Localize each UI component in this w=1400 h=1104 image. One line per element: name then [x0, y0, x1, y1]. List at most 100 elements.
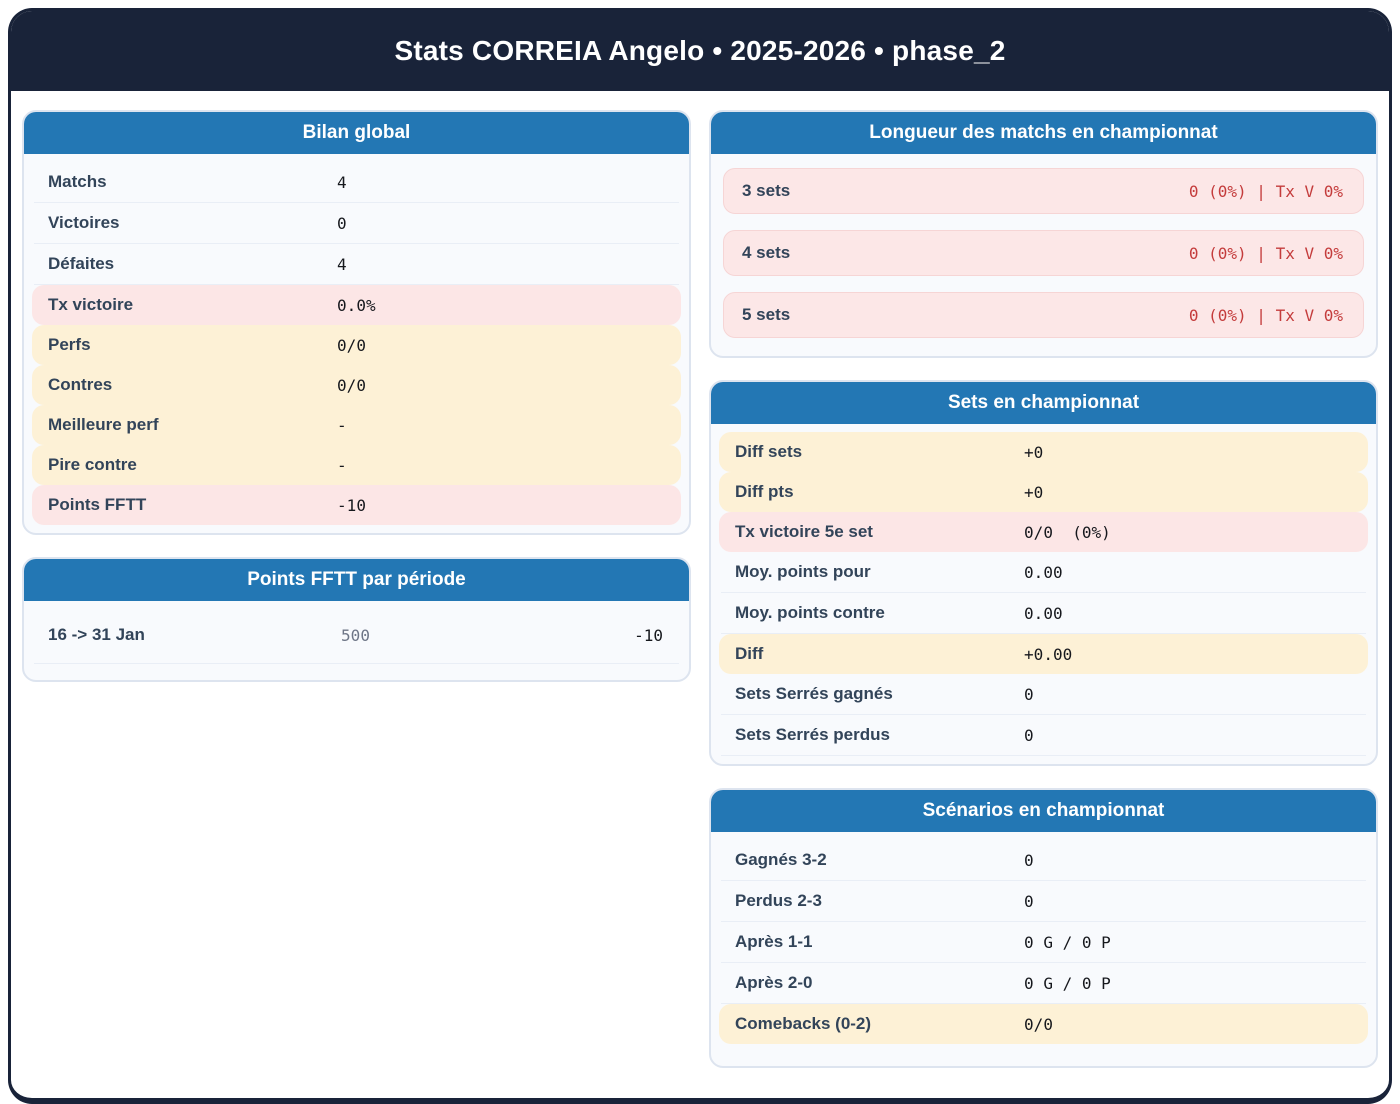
period-row: 16 -> 31 Jan 500 -10	[34, 609, 679, 664]
stat-row-matchs: Matchs 4	[34, 162, 679, 203]
page-title: Stats CORREIA Angelo • 2025-2026 • phase…	[394, 35, 1006, 66]
stat-row-moy-points-contre: Moy. points contre 0.00	[721, 593, 1366, 634]
stat-label: Moy. points contre	[735, 603, 885, 622]
stat-label: Contres	[48, 375, 113, 394]
stat-row-tx-victoire: Tx victoire 0.0%	[32, 285, 681, 325]
stat-label: Tx victoire	[48, 295, 134, 314]
stat-label: Comebacks (0-2)	[735, 1014, 872, 1033]
stat-value: 4	[337, 172, 347, 192]
card-title: Bilan global	[24, 112, 689, 154]
period-label: 16 -> 31 Jan	[48, 625, 145, 644]
stat-label: Tx victoire 5e set	[735, 522, 873, 541]
stat-value: 0 (0%) | Tx V 0%	[1188, 181, 1343, 201]
stat-value: +0.00	[1024, 644, 1073, 664]
card-bilan-global: Bilan global Matchs 4 Victoires 0 Défait…	[22, 110, 691, 535]
card-body: 3 sets 0 (0%) | Tx V 0% 4 sets 0 (0%) | …	[711, 154, 1376, 356]
stat-row-contres: Contres 0/0	[32, 365, 681, 405]
stat-label: Gagnés 3-2	[735, 850, 827, 869]
stat-label: Après 2-0	[735, 973, 813, 992]
card-title: Sets en championnat	[711, 382, 1376, 424]
stat-value: 0 (0%) | Tx V 0%	[1188, 243, 1343, 263]
content-grid: Bilan global Matchs 4 Victoires 0 Défait…	[11, 91, 1389, 1098]
match-length-row-5sets: 5 sets 0 (0%) | Tx V 0%	[723, 292, 1364, 338]
stat-row-diff-sets: Diff sets +0	[719, 432, 1368, 472]
stat-row-perdus-2-3: Perdus 2-3 0	[721, 881, 1366, 922]
stat-label: Moy. points pour	[735, 562, 871, 581]
app-header: Stats CORREIA Angelo • 2025-2026 • phase…	[11, 11, 1389, 91]
card-body: Gagnés 3-2 0 Perdus 2-3 0 Après 1-1 0 G …	[711, 832, 1376, 1066]
stat-label: 3 sets	[742, 181, 791, 200]
stat-label: Victoires	[48, 213, 120, 232]
stat-value: 0	[1024, 891, 1034, 911]
card-title: Scénarios en championnat	[711, 790, 1376, 832]
stat-row-apres-1-1: Après 1-1 0 G / 0 P	[721, 922, 1366, 963]
stat-value: 0/0 (0%)	[1024, 522, 1111, 542]
card-points-periode: Points FFTT par période 16 -> 31 Jan 500…	[22, 557, 691, 682]
stat-value: 0	[337, 213, 347, 233]
stat-row-moy-points-pour: Moy. points pour 0.00	[721, 552, 1366, 593]
stat-value: -	[337, 455, 347, 475]
stat-value: -10	[337, 495, 366, 515]
stat-label: Après 1-1	[735, 932, 813, 951]
stat-value: 0.00	[1024, 562, 1063, 582]
right-column: Longueur des matchs en championnat 3 set…	[709, 110, 1378, 1068]
stat-row-points-fftt: Points FFTT -10	[32, 485, 681, 525]
stat-row-sets-serres-perdus: Sets Serrés perdus 0	[721, 715, 1366, 756]
card-scenarios: Scénarios en championnat Gagnés 3-2 0 Pe…	[709, 788, 1378, 1068]
stat-value: 0 (0%) | Tx V 0%	[1188, 305, 1343, 325]
stat-value: +0	[1024, 482, 1044, 502]
stat-value: 0/0	[1024, 1014, 1053, 1034]
stat-label: Matchs	[48, 172, 107, 191]
stat-row-apres-2-0: Après 2-0 0 G / 0 P	[721, 963, 1366, 1004]
stat-row-defaites: Défaites 4	[34, 244, 679, 285]
stat-label: Diff pts	[735, 482, 794, 501]
card-body: 16 -> 31 Jan 500 -10	[24, 601, 689, 680]
stat-value: 0	[1024, 725, 1034, 745]
stat-label: 5 sets	[742, 305, 791, 324]
period-delta-points: -10	[634, 625, 663, 645]
stat-row-gagnes-3-2: Gagnés 3-2 0	[721, 840, 1366, 881]
stat-label: Pire contre	[48, 455, 137, 474]
page-frame: Stats CORREIA Angelo • 2025-2026 • phase…	[8, 8, 1392, 1104]
card-title: Points FFTT par période	[24, 559, 689, 601]
stat-value: 0	[1024, 684, 1034, 704]
stat-row-comebacks: Comebacks (0-2) 0/0	[719, 1004, 1368, 1044]
card-body: Diff sets +0 Diff pts +0 Tx victoire 5e …	[711, 424, 1376, 764]
stat-row-victoires: Victoires 0	[34, 203, 679, 244]
stat-label: Diff sets	[735, 442, 803, 461]
stat-value: 0.00	[1024, 603, 1063, 623]
stat-row-sets-serres-gagnes: Sets Serrés gagnés 0	[721, 674, 1366, 715]
stat-value: 0	[1024, 850, 1034, 870]
stat-value: +0	[1024, 442, 1044, 462]
card-title: Longueur des matchs en championnat	[711, 112, 1376, 154]
stat-label: Diff	[735, 644, 764, 663]
card-body: Matchs 4 Victoires 0 Défaites 4 Tx victo…	[24, 154, 689, 533]
left-column: Bilan global Matchs 4 Victoires 0 Défait…	[22, 110, 691, 682]
stat-value: 0 G / 0 P	[1024, 932, 1111, 952]
stat-label: Points FFTT	[48, 495, 147, 514]
stat-label: Sets Serrés gagnés	[735, 684, 893, 703]
stat-label: Perfs	[48, 335, 91, 354]
match-length-row-3sets: 3 sets 0 (0%) | Tx V 0%	[723, 168, 1364, 214]
stat-label: Défaites	[48, 254, 115, 273]
stat-label: Perdus 2-3	[735, 891, 822, 910]
stat-value: 0 G / 0 P	[1024, 973, 1111, 993]
stat-value: 4	[337, 254, 347, 274]
stat-value: 0/0	[337, 335, 366, 355]
stat-label: 4 sets	[742, 243, 791, 262]
stat-value: 0.0%	[337, 295, 376, 315]
stat-value: -	[337, 415, 347, 435]
period-base-points: 500	[341, 625, 370, 645]
stat-label: Sets Serrés perdus	[735, 725, 890, 744]
stat-row-diff: Diff +0.00	[719, 634, 1368, 674]
stat-row-pire-contre: Pire contre -	[32, 445, 681, 485]
stat-row-perfs: Perfs 0/0	[32, 325, 681, 365]
match-length-row-4sets: 4 sets 0 (0%) | Tx V 0%	[723, 230, 1364, 276]
stat-value: 0/0	[337, 375, 366, 395]
stat-label: Meilleure perf	[48, 415, 159, 434]
stat-row-meilleure-perf: Meilleure perf -	[32, 405, 681, 445]
stat-row-tx-victoire-5e-set: Tx victoire 5e set 0/0 (0%)	[719, 512, 1368, 552]
card-longueur-matchs: Longueur des matchs en championnat 3 set…	[709, 110, 1378, 358]
stat-row-diff-pts: Diff pts +0	[719, 472, 1368, 512]
card-sets-championnat: Sets en championnat Diff sets +0 Diff pt…	[709, 380, 1378, 766]
